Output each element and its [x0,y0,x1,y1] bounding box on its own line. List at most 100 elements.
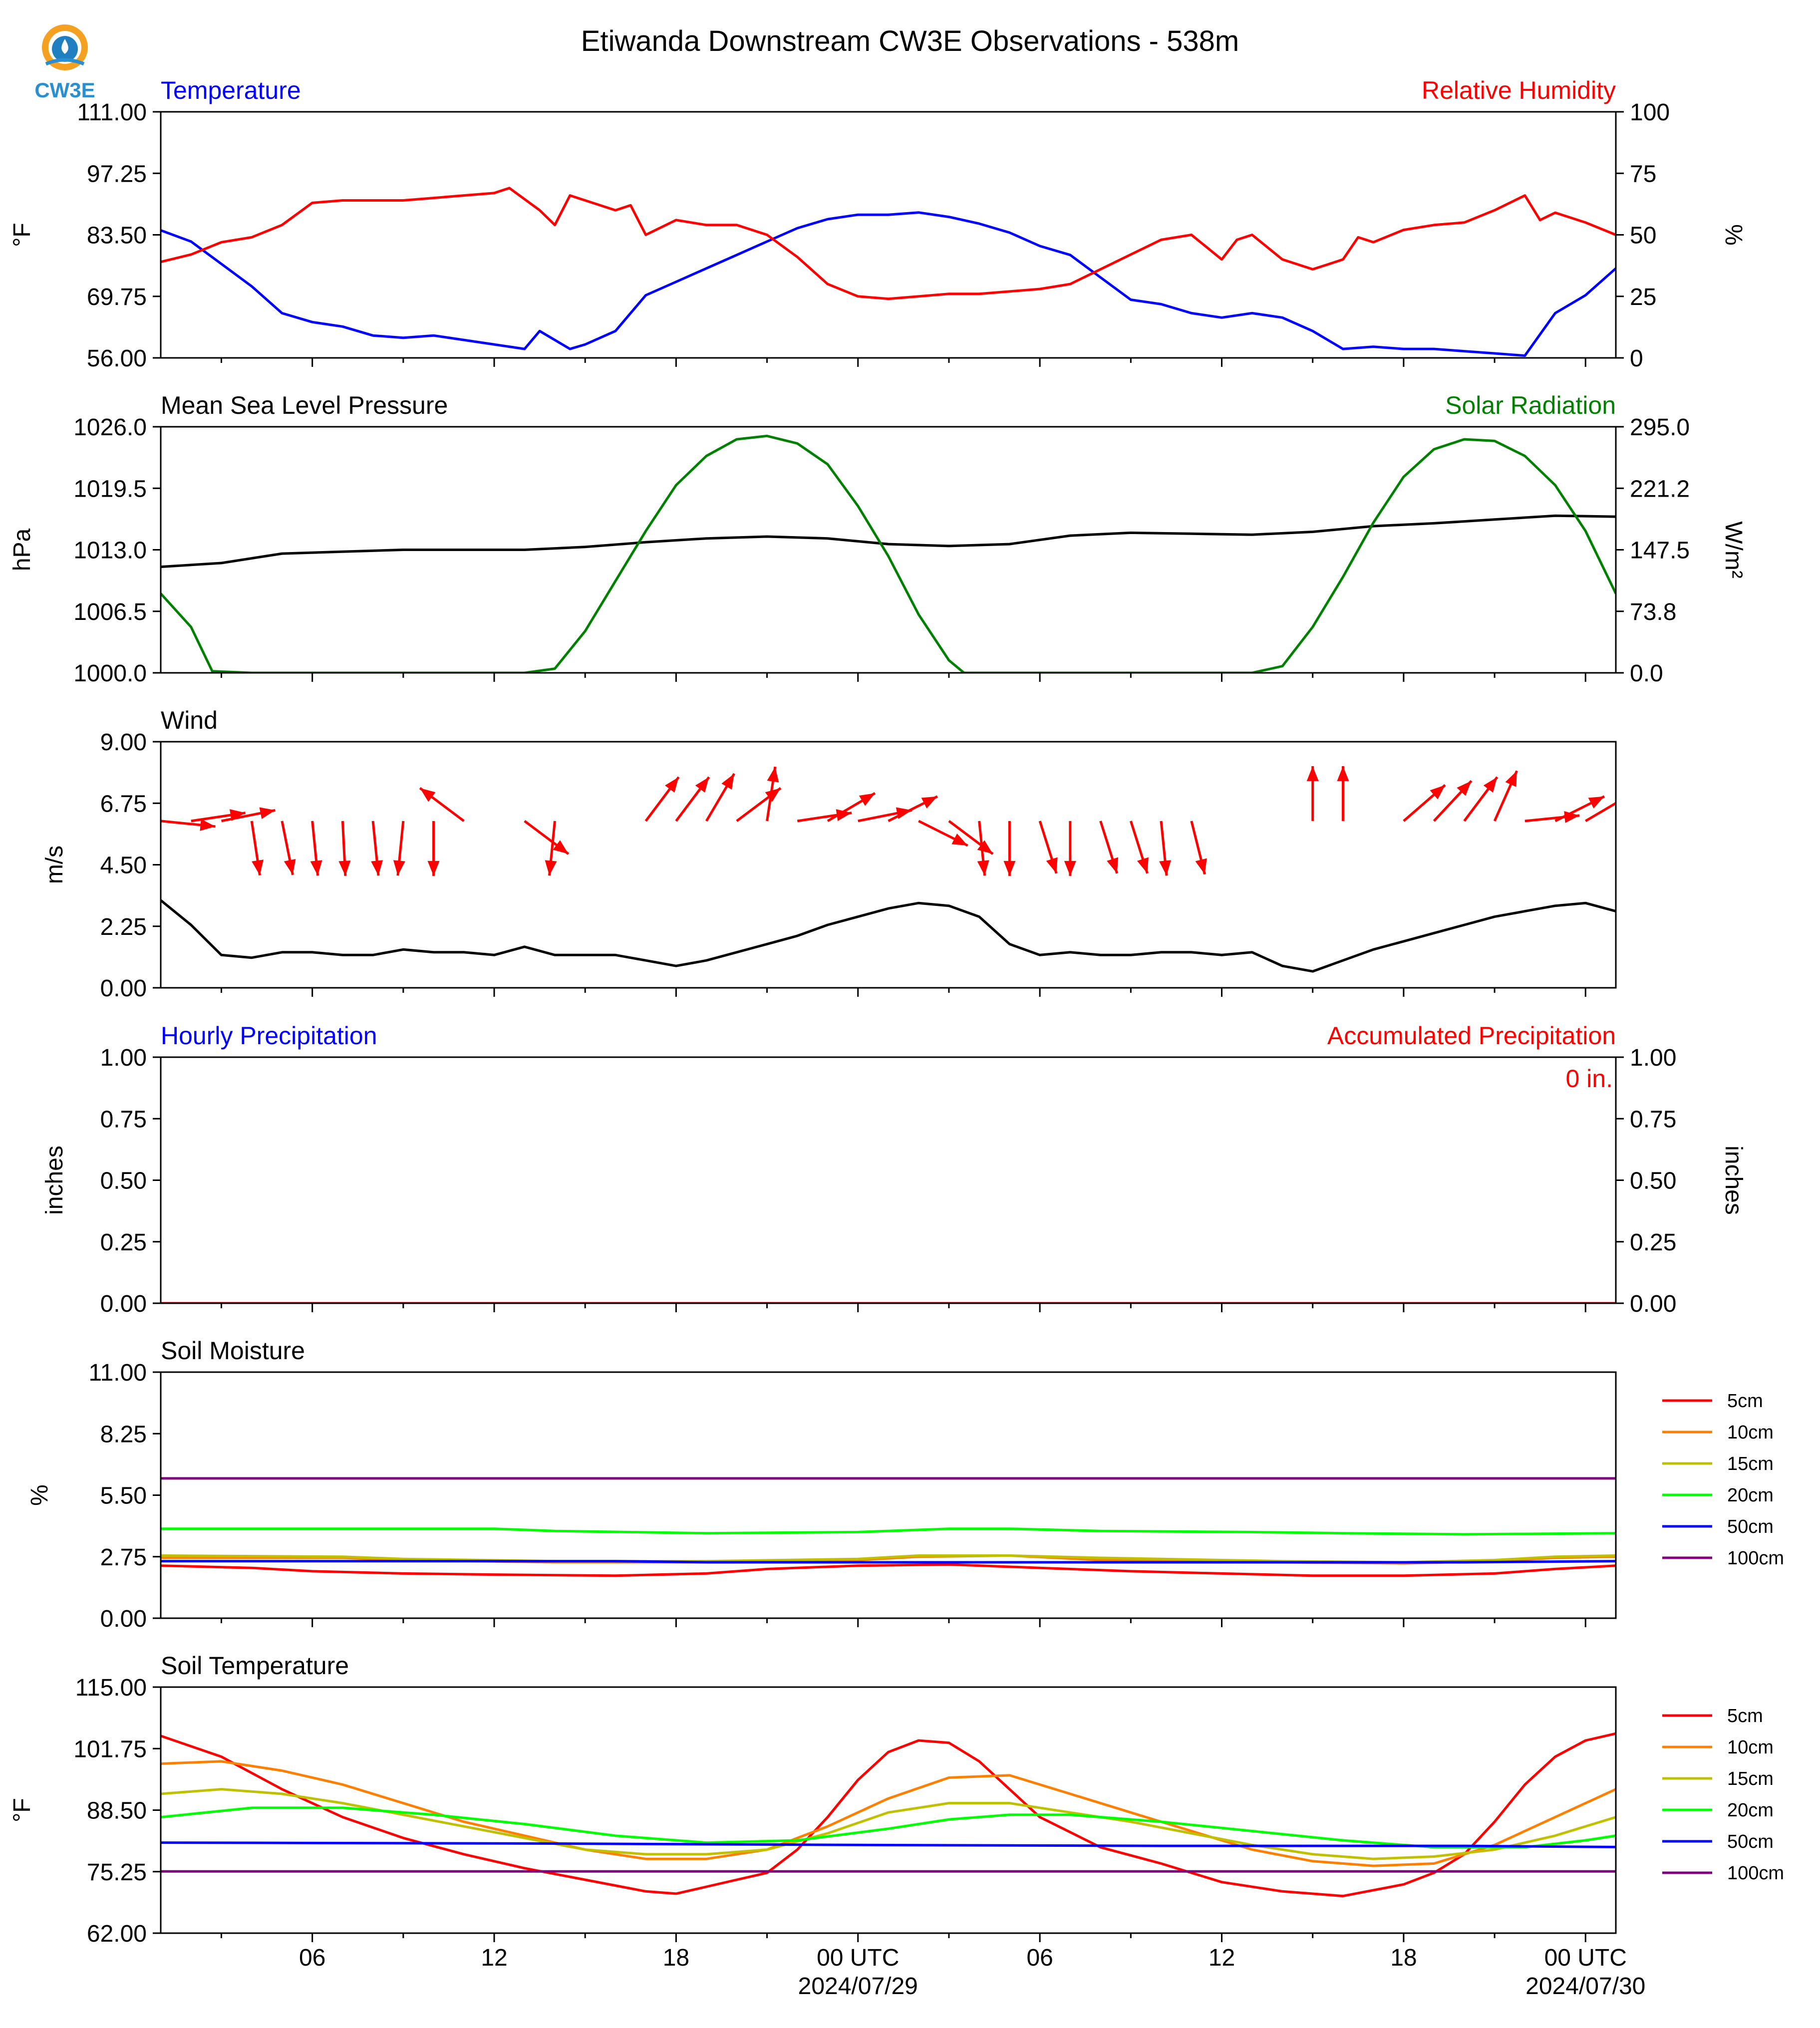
figure-title: Etiwanda Downstream CW3E Observations - … [581,25,1239,57]
wind-arrow-head [338,861,351,876]
legend-label: 10cm [1727,1422,1774,1443]
series-line-20cm [161,1527,1616,1536]
y-right-tick-label: 0 [1630,345,1643,372]
panel-title-left: Soil Temperature [161,1652,349,1680]
panel-frame [160,1371,1617,1619]
y-tick-label: 2.75 [100,1544,147,1571]
legend-label: 15cm [1727,1453,1774,1474]
wind-arrow-head [420,788,436,802]
y-axis-label: hPa [9,528,35,571]
y-axis-label: inches [41,1146,68,1215]
panel-frame [160,1056,1617,1304]
y-tick-label: 75.25 [87,1859,147,1886]
wind-arrow-head [1046,857,1058,873]
y-tick-label: 88.50 [87,1798,147,1824]
panel-frame [160,111,1617,359]
y-right-tick-label: 25 [1630,284,1656,310]
legend-label: 5cm [1727,1391,1763,1412]
y-tick-label: 0.25 [100,1229,147,1256]
y-right-tick-label: 0.0 [1630,660,1663,687]
wind-arrow-head [859,793,875,806]
y-tick-label: 1026.0 [73,414,147,441]
y-tick-label: 4.50 [100,853,147,879]
y-tick-label: 83.50 [87,223,147,249]
x-tick-label: 18 [663,1945,689,1971]
y-tick-label: 97.25 [87,161,147,187]
x-date-label: 2024/07/30 [1525,1973,1645,2000]
series-line-15cm [161,1554,1616,1564]
wind-arrow-head [665,777,679,793]
series-line-10cm [161,1760,1616,1867]
legend-label: 5cm [1727,1706,1763,1727]
chart-panels: 56.00 69.75 83.50 97.25 111.00 0 25 50 75 100 °F % T… [9,76,1784,2000]
wind-arrow-head [200,819,216,831]
wind-arrow-head [695,777,709,793]
series-line-15cm [161,1788,1616,1860]
cw3e-logo: CW3E [34,24,95,102]
legend-label: 50cm [1727,1831,1774,1852]
y-tick-label: 5.50 [100,1483,147,1509]
wind-arrow-head [252,860,264,875]
y-tick-label: 69.75 [87,284,147,310]
panel-soil_moisture: 0.00 2.75 5.50 8.25 11.00% Soil Moisture 5cm 10… [26,1337,1784,1632]
y-tick-label: 6.75 [100,791,147,817]
legend-label: 10cm [1727,1737,1774,1758]
y-right-tick-label: 75 [1630,161,1656,187]
logo-text: CW3E [34,78,95,102]
panel-frame [160,426,1617,674]
y-tick-label: 8.25 [100,1421,147,1448]
panel-title-left: Mean Sea Level Pressure [161,391,448,419]
wind-arrow-head [1483,777,1498,793]
series-line-20cm [161,1806,1616,1849]
y-tick-label: 1.00 [100,1045,147,1071]
legend-label: 100cm [1727,1548,1784,1569]
y-right-tick-label: 0.50 [1630,1168,1676,1194]
y-tick-label: 0.00 [100,975,147,1002]
wind-arrow-head [951,833,968,846]
y-right-axis-label: inches [1720,1146,1747,1215]
wind-arrow-head [1159,860,1171,876]
series-line-5cm [161,1563,1616,1577]
x-date-label: 2024/07/29 [798,1973,918,2000]
legend-label: 20cm [1727,1800,1774,1821]
legend-label: 20cm [1727,1485,1774,1506]
y-tick-label: 1013.0 [73,538,147,564]
wind-arrow-head [1107,857,1119,873]
panel-title-left: Hourly Precipitation [161,1022,377,1050]
panel-wind: 0.00 2.25 4.50 6.75 9.00 m/s Wind [41,706,1617,1002]
x-tick-label: 00 UTC [817,1945,899,1971]
series-line-50cm [161,1560,1616,1564]
y-right-tick-label: 147.5 [1630,538,1690,564]
panel-title-right: Solar Radiation [1445,391,1616,419]
panel-temp_rh: 56.00 69.75 83.50 97.25 111.00 0 25 50 75 100 °F % T… [9,76,1747,372]
y-right-tick-label: 221.2 [1630,476,1690,502]
wind-arrow-head [721,774,734,790]
wind-arrow-head [259,807,276,819]
wind-arrow-head [765,788,781,802]
logo-wave-icon [45,58,85,66]
y-right-tick-label: 1.00 [1630,1045,1676,1071]
y-axis-label: °F [9,223,35,247]
precip-total-annotation: 0 in. [1565,1065,1613,1093]
y-tick-label: 56.00 [87,345,147,372]
wind-arrow-head [1306,766,1319,781]
wind-arrow-head [545,860,557,876]
y-right-tick-label: 0.75 [1630,1106,1676,1133]
y-right-axis-label: W/m² [1720,521,1747,579]
series-group [161,899,1616,973]
legend: 5cm 10cm 15cm 20cm 50cm 100cm [1662,1706,1784,1884]
wind-arrow-head [1064,861,1076,876]
legend: 5cm 10cm 15cm 20cm 50cm 100cm [1662,1391,1784,1569]
legend-label: 100cm [1727,1863,1784,1884]
y-tick-label: 115.00 [75,1675,147,1701]
y-tick-label: 0.50 [100,1168,147,1194]
wind-arrow-head [1430,785,1446,800]
panel-title-left: Wind [161,706,218,734]
panel-frame [160,1686,1617,1934]
x-tick-label: 12 [1209,1945,1235,1971]
x-tick-label: 00 UTC [1544,1945,1627,1971]
y-tick-label: 9.00 [100,729,147,756]
